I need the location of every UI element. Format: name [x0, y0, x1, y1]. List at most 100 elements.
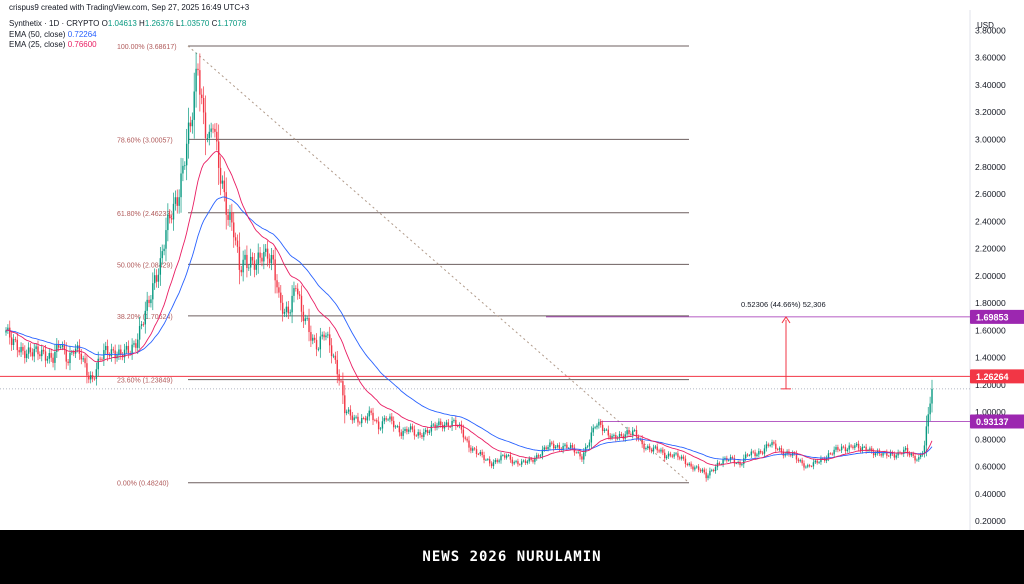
- candle-body: [327, 334, 329, 336]
- candle-body: [733, 458, 736, 464]
- candle-body: [417, 432, 419, 436]
- candle-body: [236, 240, 239, 247]
- candle-body: [761, 452, 764, 454]
- candle-body: [916, 459, 918, 461]
- candle-body: [664, 452, 666, 459]
- candle-body: [712, 469, 715, 471]
- candle-body: [835, 447, 837, 450]
- candle-body: [244, 254, 246, 260]
- candle-body: [455, 420, 457, 426]
- candle-body: [73, 352, 75, 354]
- candle-body: [630, 433, 632, 436]
- candle-body: [37, 346, 39, 355]
- candle-body: [488, 459, 491, 464]
- candle-body: [554, 446, 557, 449]
- candle-body: [78, 345, 81, 354]
- chart-canvas[interactable]: USD 0.20000 0.40000 0.60000 0.80000 1.00000 1.…: [0, 0, 1024, 530]
- candle-body: [453, 420, 455, 421]
- candle-body: [897, 452, 899, 456]
- candle-body: [707, 475, 709, 479]
- candle-body: [338, 374, 340, 381]
- candle-body: [705, 472, 707, 479]
- candle-body: [65, 349, 67, 362]
- candle-body: [120, 349, 122, 356]
- ohlc-low: 1.03570: [180, 19, 210, 28]
- candle-body: [125, 345, 128, 350]
- candle-body: [84, 358, 86, 364]
- price-chart[interactable]: USD 0.20000 0.40000 0.60000 0.80000 1.00000 1.…: [0, 0, 1024, 530]
- candle-body: [18, 350, 20, 353]
- candle-body: [300, 295, 303, 312]
- candle-body: [816, 460, 818, 463]
- candle-body: [27, 347, 30, 354]
- candle-body: [409, 426, 412, 430]
- candle-body: [270, 255, 273, 264]
- ohlc-low-label: L: [175, 19, 181, 28]
- candle-body: [389, 416, 391, 420]
- candle-body: [886, 452, 888, 456]
- candle-body: [872, 451, 875, 456]
- candle-body: [35, 346, 37, 349]
- candle-body: [650, 449, 653, 452]
- candle-body: [807, 465, 809, 467]
- candle-body: [138, 326, 141, 340]
- candle-body: [692, 466, 694, 470]
- candle-body: [238, 246, 241, 270]
- candle-body: [419, 432, 421, 436]
- candle-body: [927, 414, 929, 427]
- candle-body: [558, 445, 561, 449]
- candle-body: [432, 424, 434, 426]
- candle-body: [605, 429, 608, 431]
- candle-body: [248, 267, 250, 269]
- candle-body: [473, 448, 476, 450]
- candle-body: [611, 435, 613, 438]
- candle-body: [709, 470, 711, 476]
- candle-body: [624, 434, 626, 439]
- candle-body: [71, 352, 73, 354]
- candle-body: [233, 222, 235, 238]
- candle-body: [842, 446, 845, 448]
- candle-body: [56, 344, 58, 352]
- candle-body: [598, 421, 600, 426]
- candle-body: [306, 317, 308, 319]
- candle-body: [291, 295, 293, 313]
- candle-body: [564, 444, 566, 446]
- candle-body: [421, 435, 423, 437]
- ema50-legend[interactable]: EMA (50, close) 0.72264: [9, 30, 97, 39]
- candle-body: [590, 432, 593, 443]
- candle-body: [903, 449, 905, 454]
- candle-body: [385, 418, 387, 420]
- candle-body: [364, 418, 367, 421]
- candle-body: [820, 458, 822, 463]
- candle-body: [594, 427, 596, 429]
- candle-body: [920, 454, 922, 458]
- candle-body: [714, 467, 717, 471]
- candle-body: [44, 351, 47, 361]
- candle-body: [5, 330, 7, 333]
- candle-body: [372, 412, 374, 421]
- candle-body: [268, 258, 271, 264]
- y-tick-label: 3.60000: [975, 53, 1006, 63]
- candle-body: [325, 335, 327, 338]
- candle-body: [893, 454, 896, 458]
- candle-body: [673, 454, 675, 457]
- candle-body: [814, 460, 817, 463]
- ema25-legend[interactable]: EMA (25, close) 0.76600: [9, 40, 97, 49]
- fib-level-label: 100.00% (3.68617): [117, 44, 177, 51]
- candle-body: [16, 339, 18, 351]
- candle-body: [694, 467, 696, 470]
- candle-body: [142, 324, 145, 325]
- candle-body: [592, 427, 594, 433]
- ohlc-open: 1.04613: [107, 19, 137, 28]
- candle-body: [349, 409, 352, 416]
- candle-body: [69, 352, 71, 364]
- symbol-ohlc-line: Synthetix · 1D · CRYPTO O1.04613 H1.2637…: [9, 19, 246, 28]
- candle-body: [520, 461, 523, 465]
- candle-body: [613, 435, 615, 436]
- candle-body: [321, 334, 323, 337]
- candle-body: [654, 446, 657, 448]
- candle-body: [29, 347, 32, 353]
- candle-body: [428, 431, 431, 433]
- y-tick-label: 1.00000: [975, 407, 1006, 417]
- candle-body: [387, 419, 389, 421]
